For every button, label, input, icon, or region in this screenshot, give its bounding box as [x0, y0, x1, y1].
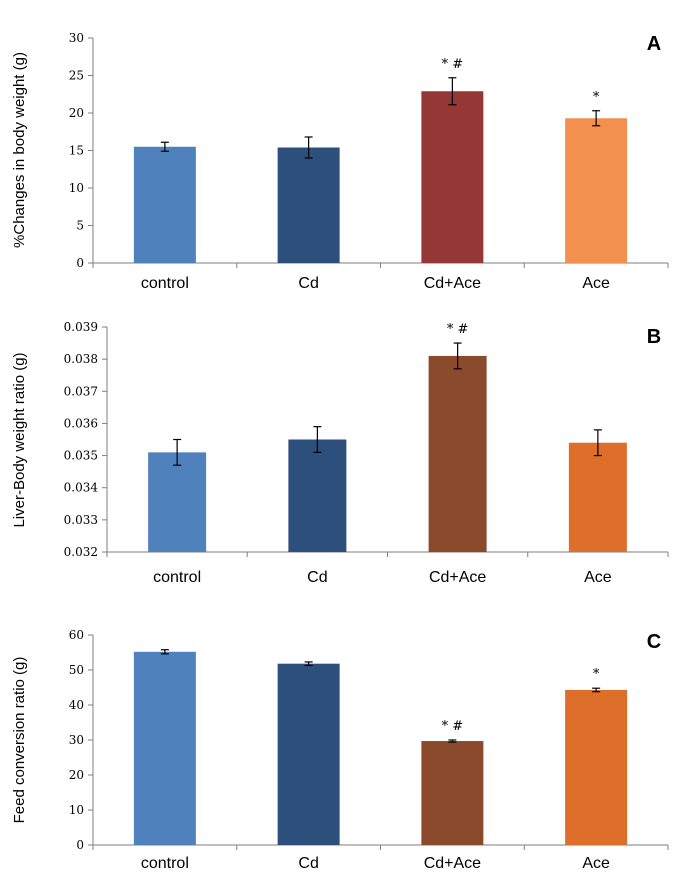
- category-label-A: Cd: [298, 275, 318, 292]
- y-tick-label-B: 0.032: [64, 545, 98, 559]
- bar-A-ace: [565, 118, 628, 263]
- significance-mark-C: *: [593, 667, 600, 682]
- y-axis-title-B: Liver-Body weight ratio (g): [11, 352, 28, 527]
- category-label-C: Cd: [298, 855, 318, 872]
- y-tick-label-A: 0: [76, 256, 84, 270]
- category-label-B: Ace: [584, 569, 612, 586]
- y-tick-label-C: 60: [69, 628, 84, 642]
- category-label-A: control: [141, 275, 189, 292]
- category-label-C: control: [141, 855, 189, 872]
- y-tick-label-C: 10: [69, 803, 84, 817]
- y-tick-label-A: 20: [69, 106, 84, 120]
- bar-C-cd-ace: [421, 741, 484, 845]
- bar-B-control: [148, 452, 207, 552]
- y-tick-label-C: 40: [69, 698, 84, 712]
- y-tick-label-A: 25: [69, 69, 84, 83]
- bar-B-ace: [568, 442, 627, 552]
- panel-letter-B: B: [647, 326, 661, 348]
- significance-mark-A: * #: [442, 57, 464, 72]
- panel-letter-A: A: [647, 33, 661, 55]
- y-tick-label-B: 0.035: [64, 449, 98, 463]
- y-tick-label-B: 0.039: [64, 320, 98, 334]
- significance-mark-B: * #: [447, 322, 469, 337]
- category-label-C: Cd+Ace: [424, 855, 481, 872]
- y-tick-label-A: 10: [69, 181, 84, 195]
- category-label-B: Cd+Ace: [429, 569, 486, 586]
- y-tick-label-A: 15: [69, 144, 84, 158]
- bar-C-ace: [565, 689, 628, 845]
- bar-B-cd-ace: [428, 355, 487, 552]
- y-tick-label-A: 5: [76, 219, 84, 233]
- y-tick-label-B: 0.038: [64, 352, 98, 366]
- category-label-A: Ace: [582, 275, 610, 292]
- bar-A-cd: [277, 147, 340, 263]
- y-tick-label-B: 0.034: [64, 481, 99, 495]
- category-label-C: Ace: [582, 855, 610, 872]
- significance-mark-A: *: [593, 90, 600, 105]
- bar-B-cd: [288, 439, 347, 552]
- y-tick-label-C: 20: [69, 768, 84, 782]
- category-label-B: Cd: [307, 569, 327, 586]
- significance-mark-C: * #: [442, 719, 464, 734]
- y-tick-label-B: 0.036: [64, 416, 98, 430]
- bar-C-cd: [277, 663, 340, 845]
- y-tick-label-B: 0.033: [64, 513, 98, 527]
- panel-letter-C: C: [647, 631, 661, 653]
- category-label-A: Cd+Ace: [424, 275, 481, 292]
- y-axis-title-A: %Changes in body weight (g): [11, 52, 28, 248]
- y-axis-title-C: Feed conversion ratio (g): [11, 657, 28, 824]
- y-tick-label-C: 30: [69, 733, 84, 747]
- y-tick-label-C: 0: [76, 838, 84, 852]
- bar-C-control: [133, 651, 196, 845]
- bar-A-cd-ace: [421, 91, 484, 263]
- y-tick-label-B: 0.037: [64, 384, 98, 398]
- y-tick-label-C: 50: [69, 663, 84, 677]
- bar-A-control: [133, 146, 196, 263]
- category-label-B: control: [153, 569, 201, 586]
- y-tick-label-A: 30: [69, 31, 84, 45]
